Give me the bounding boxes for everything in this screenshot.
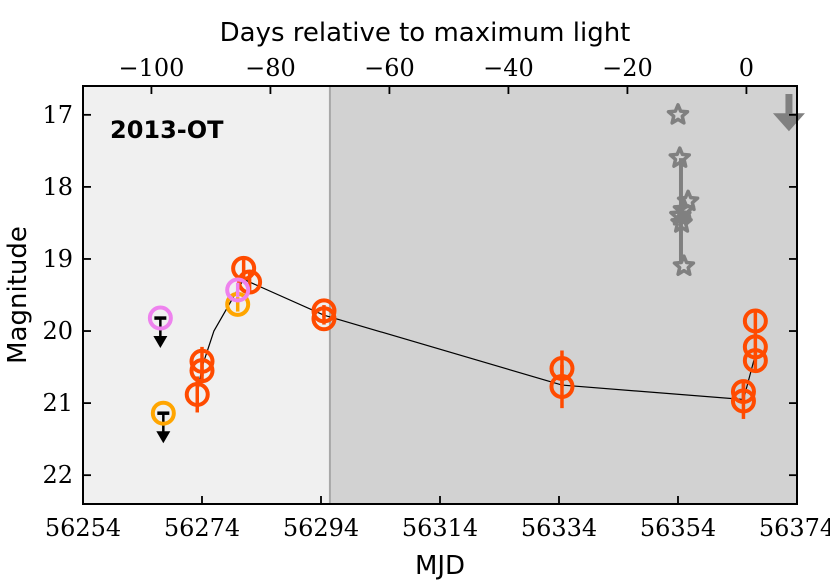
star-marker-0 [666,103,690,125]
top-tick-label-5: 0 [739,54,754,82]
top-tick-label-2: −60 [364,54,415,82]
x-tick-label-6: 56374 [759,514,830,542]
x-tick-label-2: 56294 [283,514,359,542]
axis-ticks-layer: 56254 56274 56294 56314 56334 56354 56374 17 18 1… [42,54,830,542]
circle-marker-0-10 [730,388,756,414]
upper-limit-arrowhead-1 [156,431,171,444]
circle-marker-0-11 [742,308,768,334]
upper-limit-marker-1 [150,400,176,426]
y-tick-label-2: 19 [42,245,73,273]
top-tick-label-0: −100 [118,54,184,82]
shaded-regions [83,86,797,504]
circle-marker-0-6 [311,306,337,332]
circle-marker-2-0 [225,277,251,303]
object-label: 2013-OT [110,116,224,144]
y-tick-label-1: 18 [42,173,73,201]
x-tick-label-0: 56254 [45,514,121,542]
upper-limit-arrowhead-0 [153,336,168,349]
circle-marker-0-8 [549,374,575,400]
shaded-region-0 [83,86,330,504]
y-tick-label-3: 20 [42,317,73,345]
circle-marker-0-13 [742,348,768,374]
x-tick-label-1: 56274 [164,514,240,542]
circle-marker-0-2 [189,358,215,384]
top-tick-label-3: −40 [483,54,534,82]
top-tick-label-4: −20 [602,54,653,82]
shaded-region-1 [329,86,797,504]
y-tick-label-0: 17 [42,101,73,129]
upper-limit-marker-0 [147,305,173,331]
star-marker-5 [670,211,693,233]
star-marker-6 [672,254,696,277]
y-tick-label-5: 22 [42,461,73,489]
x-tick-label-4: 56334 [521,514,597,542]
y-axis-label: Magnitude [3,226,33,364]
x-tick-label-5: 56354 [640,514,716,542]
top-tick-label-1: −80 [245,54,296,82]
circle-marker-0-3 [231,255,257,281]
y-tick-label-4: 21 [42,389,73,417]
star-marker-1 [668,146,692,168]
circle-marker-0-0 [184,381,210,407]
top-axis-label: Days relative to maximum light [220,18,631,48]
x-tick-label-3: 56314 [402,514,478,542]
data-markers-layer [147,94,805,444]
x-axis-label: MJD [415,551,465,581]
